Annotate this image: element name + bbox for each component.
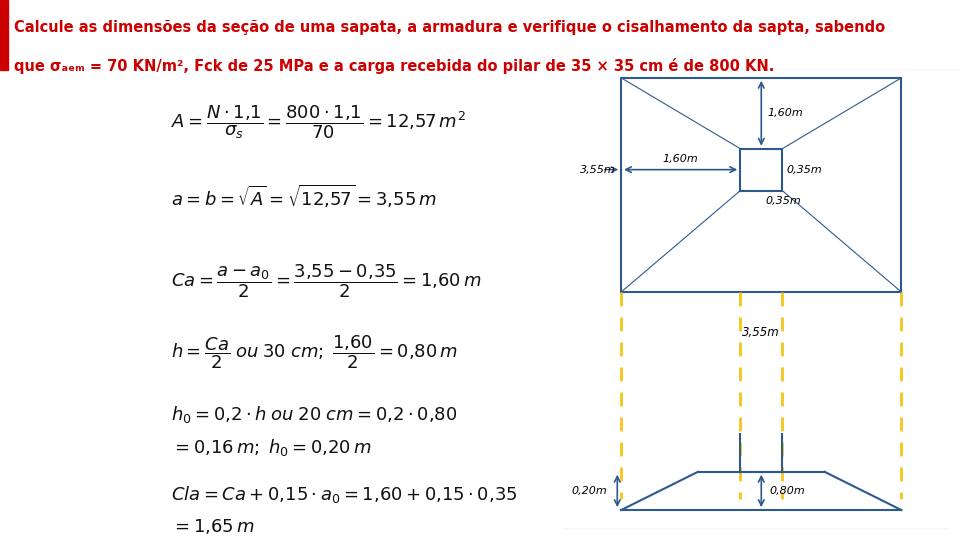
Text: $a = b = \sqrt{A} = \sqrt{12{,}57} = 3{,}55\,m$: $a = b = \sqrt{A} = \sqrt{12{,}57} = 3{,… bbox=[172, 183, 437, 210]
Text: 1,60m: 1,60m bbox=[767, 108, 803, 118]
Text: 0,20m: 0,20m bbox=[572, 486, 608, 496]
Text: $Cla = Ca + 0{,}15 \cdot a_0 = 1{,}60 + 0{,}15 \cdot 0{,}35$: $Cla = Ca + 0{,}15 \cdot a_0 = 1{,}60 + … bbox=[172, 484, 517, 504]
Bar bbox=[0, 0, 8, 70]
Text: 0,35m: 0,35m bbox=[765, 197, 801, 206]
Text: 0,80m: 0,80m bbox=[769, 486, 804, 496]
Text: 0,35m: 0,35m bbox=[786, 165, 822, 174]
Text: $h_0 = 0{,}2 \cdot h\;ou\;20\;cm = 0{,}2 \cdot 0{,}80$: $h_0 = 0{,}2 \cdot h\;ou\;20\;cm = 0{,}2… bbox=[172, 404, 458, 425]
Text: 3,55m: 3,55m bbox=[580, 165, 615, 174]
Text: $= 1{,}65\,m$: $= 1{,}65\,m$ bbox=[172, 516, 254, 536]
Text: $= 0{,}16\,m;\; h_0 = 0{,}20\,m$: $= 0{,}16\,m;\; h_0 = 0{,}20\,m$ bbox=[172, 437, 372, 457]
Text: $A = \dfrac{N \cdot 1{,}1}{\sigma_s} = \dfrac{800 \cdot 1{,}1}{70} = 12{,}57\,m^: $A = \dfrac{N \cdot 1{,}1}{\sigma_s} = \… bbox=[172, 103, 467, 141]
Text: que σₐₑₘ = 70 KN/m², Fck de 25 MPa e a carga recebida do pilar de 35 × 35 cm é d: que σₐₑₘ = 70 KN/m², Fck de 25 MPa e a c… bbox=[14, 58, 775, 73]
Text: $Ca = \dfrac{a - a_0}{2} = \dfrac{3{,}55 - 0{,}35}{2} = 1{,}60\,m$: $Ca = \dfrac{a - a_0}{2} = \dfrac{3{,}55… bbox=[172, 263, 482, 300]
Text: Exercício 06: Exercício 06 bbox=[19, 287, 130, 305]
Text: $h = \dfrac{Ca}{2}\;ou\;30\;cm;\;\dfrac{1{,}60}{2} = 0{,}80\,m$: $h = \dfrac{Ca}{2}\;ou\;30\;cm;\;\dfrac{… bbox=[172, 333, 458, 371]
Text: 3,55m: 3,55m bbox=[742, 327, 780, 340]
Text: 1,60m: 1,60m bbox=[662, 154, 699, 164]
Text: Calcule as dimensões da seção de uma sapata, a armadura e verifique o cisalhamen: Calcule as dimensões da seção de uma sap… bbox=[14, 19, 885, 35]
